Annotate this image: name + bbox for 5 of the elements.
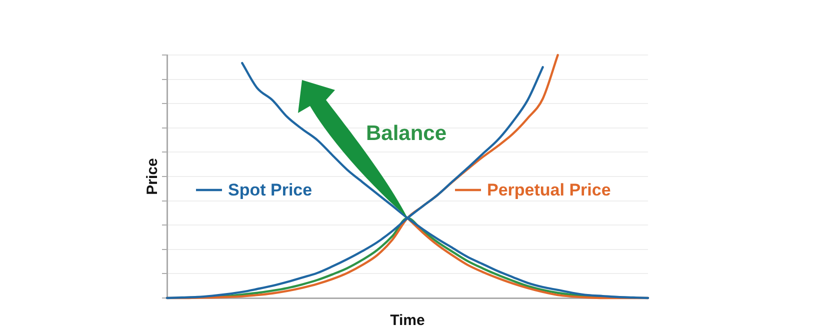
legend-label: Perpetual Price: [487, 180, 611, 200]
legend-label: Spot Price: [228, 180, 312, 200]
y-axis-title: Price: [144, 158, 162, 195]
annotation: Balance: [366, 122, 447, 146]
x-axis-title: Time: [390, 312, 425, 330]
